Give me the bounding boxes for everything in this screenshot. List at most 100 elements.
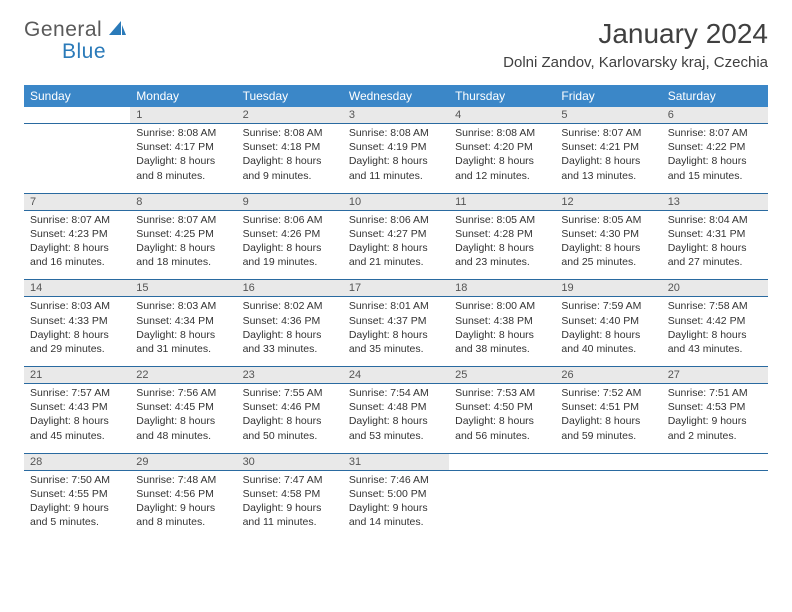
sunset-text: Sunset: 4:22 PM: [668, 140, 762, 154]
day-number-cell: 27: [662, 367, 768, 384]
daylight-text: Daylight: 9 hours and 8 minutes.: [136, 501, 230, 529]
day-number-cell: 24: [343, 367, 449, 384]
sunset-text: Sunset: 4:28 PM: [455, 227, 549, 241]
daynum-row: 123456: [24, 107, 768, 124]
weekday-header: Monday: [130, 85, 236, 107]
day-number-cell: 23: [237, 367, 343, 384]
day-content-cell: Sunrise: 7:53 AMSunset: 4:50 PMDaylight:…: [449, 384, 555, 454]
daylight-text: Daylight: 9 hours and 2 minutes.: [668, 414, 762, 442]
sunset-text: Sunset: 4:38 PM: [455, 314, 549, 328]
sunrise-text: Sunrise: 7:59 AM: [561, 299, 655, 313]
day-number: 17: [343, 280, 449, 296]
daylight-text: Daylight: 8 hours and 59 minutes.: [561, 414, 655, 442]
day-number: [662, 454, 768, 458]
content-row: Sunrise: 8:07 AM Sunset: 4:23 PM Daylight:…: [24, 210, 768, 280]
sunset-text: Sunset: 4:33 PM: [30, 314, 124, 328]
day-content-cell: Sunrise: 8:08 AMSunset: 4:18 PMDaylight:…: [237, 124, 343, 194]
sunset-text: Sunset: 4:23 PM: [30, 227, 124, 241]
day-content-cell: Sunrise: 7:47 AMSunset: 4:58 PMDaylight:…: [237, 470, 343, 539]
day-number: 14: [24, 280, 130, 296]
daynum-row: 14151617181920: [24, 280, 768, 297]
day-number-cell: 15: [130, 280, 236, 297]
day-number: 5: [555, 107, 661, 123]
day-number-cell: 11: [449, 193, 555, 210]
day-content-cell: Sunrise: 8:02 AMSunset: 4:36 PMDaylight:…: [237, 297, 343, 367]
daylight-text: Daylight: 8 hours and 31 minutes.: [136, 328, 230, 356]
day-number-cell: [24, 107, 130, 124]
daylight-text: Daylight: 8 hours and 53 minutes.: [349, 414, 443, 442]
sunrise-text: Sunrise: 8:07 AM: [136, 213, 230, 227]
sunrise-text: Sunrise: 8:02 AM: [243, 299, 337, 313]
daylight-text: Daylight: 8 hours and 29 minutes.: [30, 328, 124, 356]
title-block: January 2024 Dolni Zandov, Karlovarsky k…: [503, 18, 768, 71]
day-number: 25: [449, 367, 555, 383]
day-content-cell: Sunrise: 8:08 AMSunset: 4:19 PMDaylight:…: [343, 124, 449, 194]
sunset-text: Sunset: 4:17 PM: [136, 140, 230, 154]
daynum-row: 28293031: [24, 453, 768, 470]
daylight-text: Daylight: 8 hours and 50 minutes.: [243, 414, 337, 442]
day-number: 9: [237, 194, 343, 210]
day-number-cell: [662, 453, 768, 470]
daylight-text: Daylight: 8 hours and 25 minutes.: [561, 241, 655, 269]
day-number: 2: [237, 107, 343, 123]
sunrise-text: Sunrise: 8:03 AM: [136, 299, 230, 313]
weekday-header-row: Sunday Monday Tuesday Wednesday Thursday…: [24, 85, 768, 107]
sunrise-text: Sunrise: 8:07 AM: [561, 126, 655, 140]
day-number: 21: [24, 367, 130, 383]
sunset-text: Sunset: 4:43 PM: [30, 400, 124, 414]
day-number: 16: [237, 280, 343, 296]
location-text: Dolni Zandov, Karlovarsky kraj, Czechia: [503, 54, 768, 71]
sunset-text: Sunset: 4:50 PM: [455, 400, 549, 414]
day-number: 13: [662, 194, 768, 210]
day-content-cell: [24, 124, 130, 194]
daylight-text: Daylight: 8 hours and 43 minutes.: [668, 328, 762, 356]
sunrise-text: Sunrise: 7:57 AM: [30, 386, 124, 400]
day-number: 29: [130, 454, 236, 470]
content-row: Sunrise: 8:08 AMSunset: 4:17 PMDaylight:…: [24, 124, 768, 194]
day-content-cell: Sunrise: 8:07 AMSunset: 4:25 PMDaylight:…: [130, 210, 236, 280]
day-number-cell: 28: [24, 453, 130, 470]
day-number: 7: [24, 194, 130, 210]
sunrise-text: Sunrise: 7:51 AM: [668, 386, 762, 400]
day-number: 8: [130, 194, 236, 210]
sunset-text: Sunset: 4:19 PM: [349, 140, 443, 154]
day-number-cell: [449, 453, 555, 470]
sunrise-text: Sunrise: 7:56 AM: [136, 386, 230, 400]
calendar-table: Sunday Monday Tuesday Wednesday Thursday…: [24, 85, 768, 539]
sunset-text: Sunset: 4:58 PM: [243, 487, 337, 501]
day-number-cell: 6: [662, 107, 768, 124]
day-content-cell: Sunrise: 8:07 AMSunset: 4:22 PMDaylight:…: [662, 124, 768, 194]
day-number: 10: [343, 194, 449, 210]
sunset-text: Sunset: 4:25 PM: [136, 227, 230, 241]
day-number: 31: [343, 454, 449, 470]
daylight-text: Daylight: 9 hours and 11 minutes.: [243, 501, 337, 529]
day-number: 19: [555, 280, 661, 296]
day-number-cell: 18: [449, 280, 555, 297]
sunrise-text: Sunrise: 7:52 AM: [561, 386, 655, 400]
day-number: [449, 454, 555, 458]
day-content-cell: Sunrise: 8:08 AMSunset: 4:17 PMDaylight:…: [130, 124, 236, 194]
daylight-text: Daylight: 8 hours and 13 minutes.: [561, 154, 655, 182]
sunset-text: Sunset: 4:56 PM: [136, 487, 230, 501]
daylight-text: Daylight: 8 hours and 12 minutes.: [455, 154, 549, 182]
day-number-cell: 2: [237, 107, 343, 124]
daynum-row: 78910111213: [24, 193, 768, 210]
daylight-text: Daylight: 8 hours and 35 minutes.: [349, 328, 443, 356]
day-number-cell: 29: [130, 453, 236, 470]
daylight-text: Daylight: 8 hours and 21 minutes.: [349, 241, 443, 269]
sunrise-text: Sunrise: 7:53 AM: [455, 386, 549, 400]
logo-text-1: General: [24, 18, 102, 42]
day-number-cell: 25: [449, 367, 555, 384]
day-content-cell: [555, 470, 661, 539]
day-content-cell: Sunrise: 7:54 AMSunset: 4:48 PMDaylight:…: [343, 384, 449, 454]
sunrise-text: Sunrise: 8:04 AM: [668, 213, 762, 227]
sunset-text: Sunset: 4:45 PM: [136, 400, 230, 414]
day-number: 22: [130, 367, 236, 383]
daylight-text: Daylight: 8 hours and 27 minutes.: [668, 241, 762, 269]
day-content-cell: Sunrise: 7:46 AMSunset: 5:00 PMDaylight:…: [343, 470, 449, 539]
sunrise-text: Sunrise: 7:48 AM: [136, 473, 230, 487]
day-number-cell: 14: [24, 280, 130, 297]
sunrise-text: Sunrise: 8:00 AM: [455, 299, 549, 313]
sunset-text: Sunset: 5:00 PM: [349, 487, 443, 501]
day-content-cell: Sunrise: 8:05 AMSunset: 4:30 PMDaylight:…: [555, 210, 661, 280]
